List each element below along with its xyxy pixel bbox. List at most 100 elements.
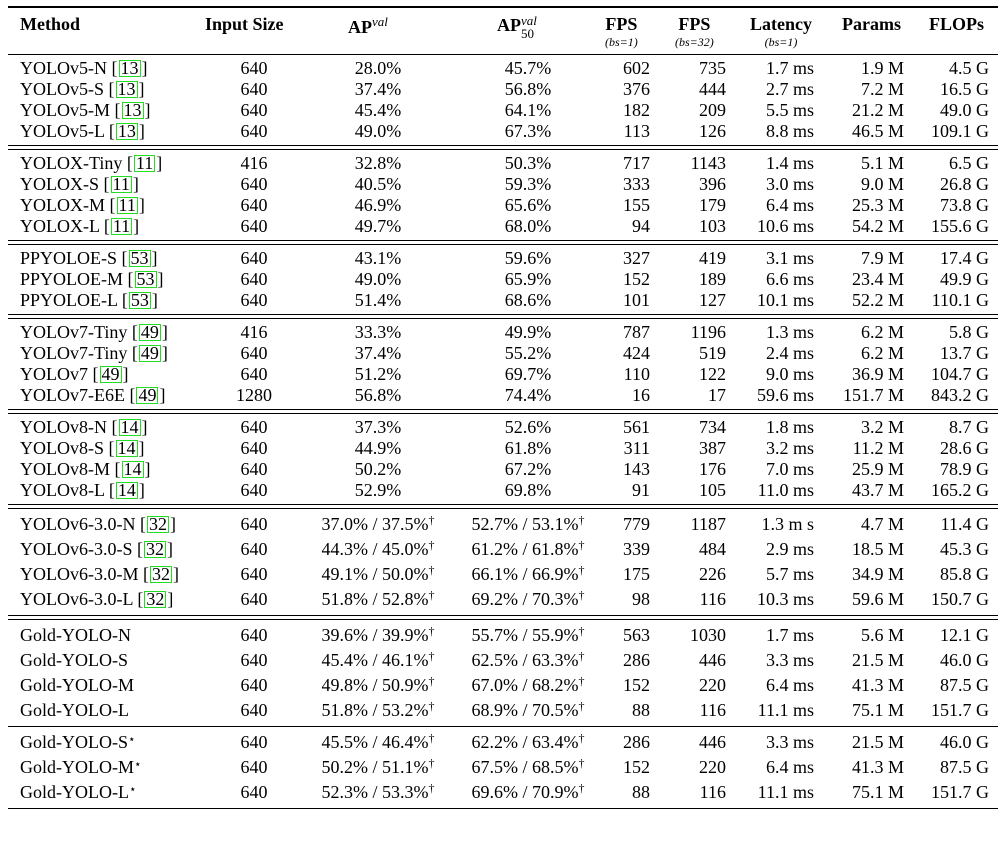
ap50-cell: 69.2% / 70.3%† [428, 587, 628, 612]
ap50-cell: 68.9% / 70.5%† [428, 698, 628, 723]
flops-cell: 12.1 G [940, 624, 989, 645]
ap50-cell: 49.9% [428, 322, 628, 343]
citation-link[interactable]: 53 [128, 289, 151, 310]
fps-bs32-cell: 116 [699, 781, 726, 802]
citation-link[interactable]: 49 [138, 321, 161, 342]
method-cell: YOLOv7-Tiny [49] [20, 342, 168, 363]
ap50-cell-value: 55.2% [504, 342, 552, 363]
latency-cell: 5.7 ms [765, 563, 814, 584]
method-name: YOLOv7-Tiny [20, 342, 128, 363]
dagger-marker: † [578, 755, 585, 770]
flops-cell: 110.1 G [931, 289, 989, 310]
method-name: YOLOv5-S [20, 78, 104, 99]
ap-cell: 44.9% [278, 438, 478, 459]
dagger-marker: † [428, 562, 435, 577]
citation-link[interactable]: 32 [144, 538, 166, 559]
fps-bs32-cell: 734 [699, 416, 726, 437]
citation-link[interactable]: 11 [116, 194, 138, 215]
ap-cell-value: 46.9% [354, 194, 402, 215]
params-cell: 36.9 M [851, 363, 904, 384]
header-latency: Latency (bs=1) [750, 14, 812, 48]
ap-cell-value: 51.2% [354, 363, 402, 384]
table-row: Gold-YOLO-N 640 563 1030 1.7 ms 5.6 M 12.1 G 39… [8, 623, 998, 648]
citation-link[interactable]: 13 [118, 57, 141, 78]
citation-link[interactable]: 14 [118, 416, 141, 437]
table-row: Gold-YOLO-M 640 152 220 6.4 ms 41.3 M 87.5 G 49… [8, 673, 998, 698]
ap50-cell-value: 69.2% / 70.3% [471, 588, 579, 609]
header-ap50-sup: val [521, 12, 537, 28]
citation-link[interactable]: 11 [110, 173, 132, 194]
ap50-cell-value: 62.5% / 63.3% [471, 649, 579, 670]
row-group: YOLOX-Tiny [11] 416 717 1143 1.4 ms 5.1 M 6.5 … [8, 150, 998, 240]
latency-cell: 6.4 ms [765, 674, 814, 695]
citation-link[interactable]: 49 [138, 342, 161, 363]
ap-cell-value: 50.2% [354, 458, 402, 479]
header-fps-bs32: FPS (bs=32) [675, 14, 714, 48]
method-name: YOLOv5-N [20, 57, 107, 78]
table-row: PPYOLOE-L [53] 640 101 127 10.1 ms 52.2 M 110.… [8, 290, 998, 311]
ap-cell-value: 37.3% [354, 416, 402, 437]
method-cell: YOLOX-Tiny [11] [20, 152, 163, 173]
latency-cell: 59.6 ms [756, 384, 814, 405]
table-header: Method Input Size APval AP val 50 FPS (bs=1… [8, 8, 998, 54]
fps-bs32-cell: 179 [699, 194, 726, 215]
group-separator-double [8, 503, 998, 509]
ap50-cell: 68.6% [428, 290, 628, 311]
method-cell: Gold-YOLO-S [20, 648, 128, 673]
method-name: YOLOv7 [20, 363, 88, 384]
ap-cell-value: 49.8% / 50.9% [321, 674, 429, 695]
group-separator-double [8, 614, 998, 620]
header-latency-sub: (bs=1) [764, 34, 798, 49]
citation-link[interactable]: 11 [133, 152, 156, 173]
ap50-cell-value: 56.8% [504, 78, 552, 99]
latency-cell: 1.7 ms [765, 624, 814, 645]
method-name: YOLOv8-L [20, 479, 105, 500]
ap50-cell: 65.6% [428, 195, 628, 216]
ap50-cell: 61.2% / 61.8%† [428, 537, 628, 562]
header-fps1-label: FPS [605, 13, 638, 34]
method-name: YOLOv5-M [20, 99, 110, 120]
input-size-cell: 416 [240, 152, 268, 173]
citation-link[interactable]: 13 [115, 120, 138, 141]
header-ap-val: APval [348, 14, 388, 38]
citation-link[interactable]: 13 [121, 99, 144, 120]
citation-link[interactable]: 53 [134, 268, 157, 289]
citation-link[interactable]: 14 [115, 437, 138, 458]
params-cell: 11.2 M [852, 437, 904, 458]
fps-bs1-cell: 110 [623, 363, 650, 384]
latency-cell: 11.1 ms [757, 781, 814, 802]
citation-link[interactable]: 49 [136, 384, 159, 405]
flops-cell: 49.9 G [940, 268, 989, 289]
fps-bs32-cell: 126 [699, 120, 726, 141]
citation-link[interactable]: 53 [128, 247, 151, 268]
table-row: Gold-YOLO-L 640 88 116 11.1 ms 75.1 M 151.7 G 5… [8, 698, 998, 723]
header-ap50-base: AP [497, 14, 521, 35]
ap50-cell-value: 61.2% / 61.8% [471, 538, 579, 559]
method-cell: YOLOv5-S [13] [20, 78, 145, 99]
ap50-cell-value: 65.9% [504, 268, 552, 289]
ap50-cell: 67.5% / 68.5%† [428, 755, 628, 780]
citation-link[interactable]: 49 [99, 363, 122, 384]
fps-bs32-cell: 122 [699, 363, 726, 384]
table-row: YOLOv5-N [13] 640 602 735 1.7 ms 1.9 M 4.5 G 28… [8, 58, 998, 79]
citation-link[interactable]: 32 [146, 513, 169, 534]
ap50-cell-value: 52.6% [504, 416, 552, 437]
ap-cell: 49.0% [278, 121, 478, 142]
flops-cell: 843.2 G [931, 384, 989, 405]
header-fps-bs1: FPS (bs=1) [605, 14, 638, 48]
flops-cell: 4.5 G [949, 57, 989, 78]
citation-link[interactable]: 32 [150, 563, 172, 584]
method-name: Gold-YOLO-L [20, 781, 129, 802]
input-size-cell: 640 [240, 563, 268, 584]
params-cell: 41.3 M [851, 756, 904, 777]
citation-link[interactable]: 11 [110, 215, 133, 236]
citation-link[interactable]: 14 [121, 458, 144, 479]
params-cell: 54.2 M [851, 215, 904, 236]
table-row: YOLOv8-M [14] 640 143 176 7.0 ms 25.9 M 78.9 G… [8, 459, 998, 480]
dagger-marker: † [428, 755, 435, 770]
citation-link[interactable]: 13 [115, 78, 138, 99]
params-cell: 41.3 M [851, 674, 904, 695]
citation-link[interactable]: 14 [115, 479, 138, 500]
citation-link[interactable]: 32 [144, 588, 167, 609]
fps-bs1-cell: 339 [623, 538, 650, 559]
